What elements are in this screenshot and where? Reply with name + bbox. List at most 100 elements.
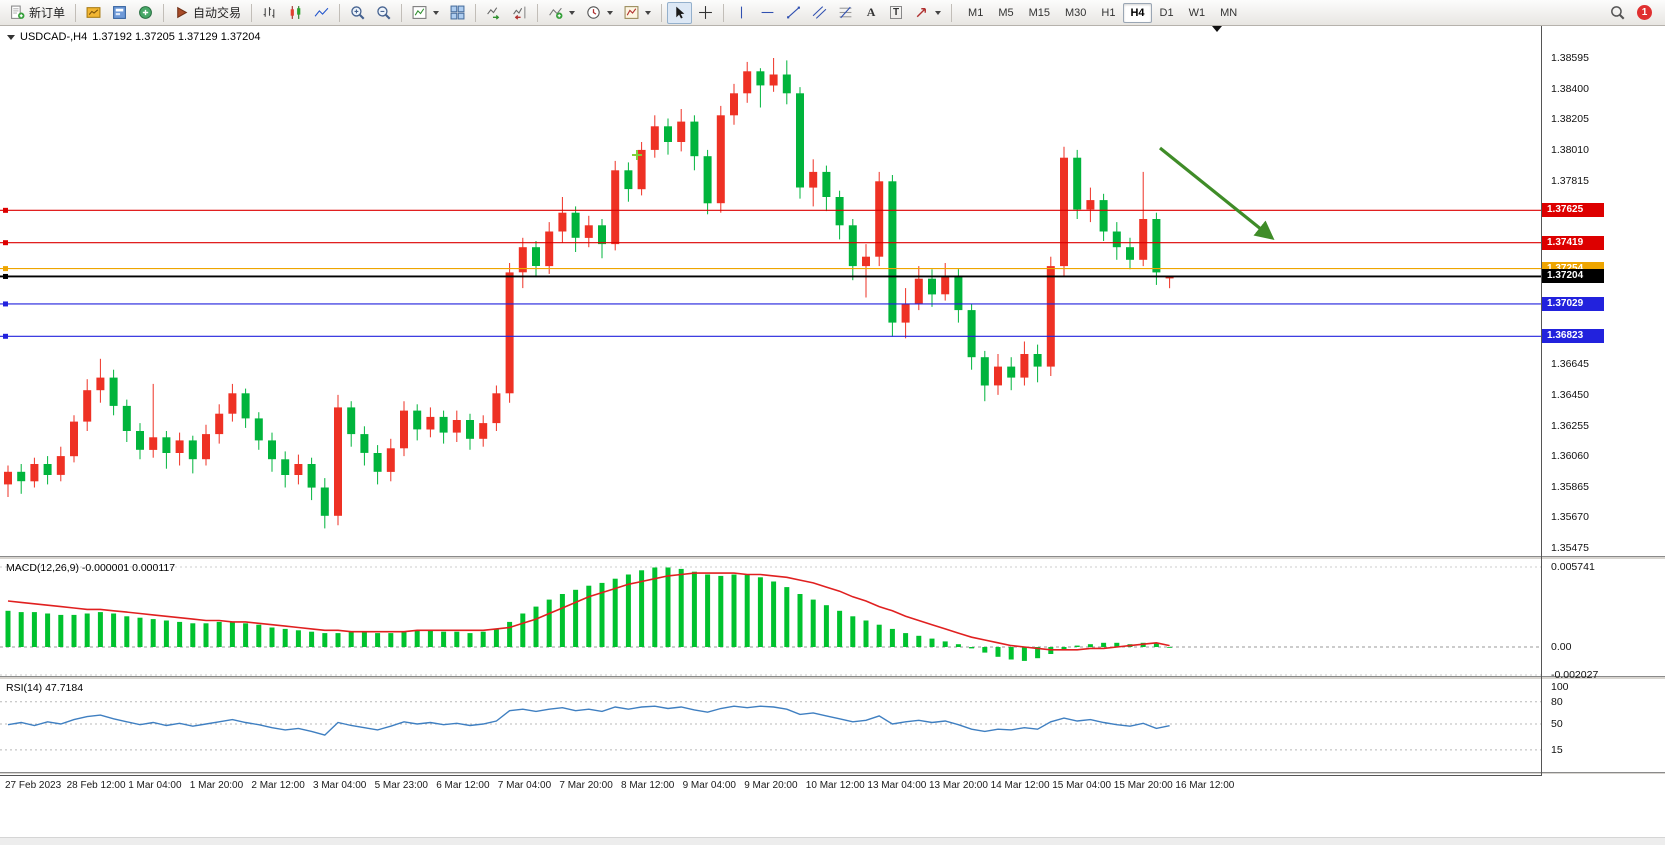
candle	[532, 247, 540, 266]
auto-scroll-button[interactable]	[481, 2, 506, 24]
candle	[862, 256, 870, 267]
candle	[43, 464, 52, 475]
zoom-in-button[interactable]	[345, 2, 370, 24]
candle	[703, 156, 712, 204]
fibonacci-tool-button[interactable]	[833, 2, 858, 24]
line-handle[interactable]	[3, 240, 8, 246]
new-order-icon	[11, 5, 25, 19]
channel-tool-button[interactable]	[807, 2, 832, 24]
candle	[294, 464, 303, 475]
macd-histogram-bar	[309, 631, 315, 647]
price-tick-label: 1.37815	[1551, 174, 1589, 187]
notification-badge[interactable]: 1	[1637, 5, 1652, 20]
periods-button[interactable]	[581, 2, 618, 24]
text-tool-button[interactable]: A	[859, 2, 883, 24]
macd-histogram-bar	[876, 624, 882, 647]
candle	[1073, 157, 1082, 210]
candle	[875, 181, 884, 257]
macd-histogram-bar	[269, 627, 275, 647]
candle	[545, 231, 554, 267]
candlestick-chart-icon	[290, 6, 301, 19]
navigator-button[interactable]	[107, 2, 132, 24]
line-chart-button[interactable]	[309, 2, 334, 24]
macd-panel[interactable]: MACD(12,26,9) -0.000001 0.000117	[0, 560, 1541, 676]
candle	[994, 366, 1002, 386]
timeframe-button-m15[interactable]: M15	[1022, 3, 1057, 23]
timeframe-button-m5[interactable]: M5	[991, 3, 1020, 23]
vertical-line-tool-button[interactable]	[729, 2, 754, 24]
auto-trading-button[interactable]: 自动交易	[169, 2, 246, 24]
trend-arrow-annotation[interactable]	[1158, 146, 1275, 241]
line-handle[interactable]	[3, 207, 8, 213]
new-chart-button[interactable]	[407, 2, 444, 24]
cursor-button[interactable]	[667, 1, 693, 24]
templates-button[interactable]	[619, 2, 656, 24]
time-tick-label: 15 Mar 04:00	[1052, 780, 1112, 791]
time-tick-label: 1 Mar 20:00	[189, 780, 244, 791]
macd-histogram-bar	[995, 647, 1001, 657]
timeframe-button-h4[interactable]: H4	[1123, 2, 1152, 23]
price-chart-panel[interactable]: USDCAD-,H4 1.37192 1.37205 1.37129 1.372…	[0, 26, 1541, 556]
hline-price-label-box: 1.37625	[1542, 203, 1604, 218]
timeframe-button-d1[interactable]: D1	[1153, 3, 1181, 23]
market-watch-button[interactable]	[81, 2, 106, 24]
search-button[interactable]	[1605, 2, 1630, 24]
candle	[637, 149, 646, 190]
indicators-button[interactable]	[543, 2, 580, 24]
macd-histogram-bar	[1061, 647, 1067, 650]
timeframe-button-m30[interactable]: M30	[1058, 3, 1093, 23]
macd-label: MACD(12,26,9) -0.000001 0.000117	[6, 562, 176, 574]
line-handle[interactable]	[3, 273, 8, 279]
macd-histogram-bar	[678, 568, 684, 647]
timeframe-button-h1[interactable]: H1	[1094, 3, 1122, 23]
time-tick-label: 28 Feb 12:00	[66, 780, 126, 791]
panel-divider[interactable]	[0, 556, 1665, 560]
search-icon	[1611, 6, 1625, 20]
new-order-button[interactable]: 新订单	[5, 2, 70, 24]
time-tick-label: 6 Mar 12:00	[436, 780, 490, 791]
panel-divider[interactable]	[0, 676, 1665, 680]
macd-histogram-bar	[863, 620, 869, 647]
symbol-label: USDCAD-,H4	[20, 31, 88, 43]
separator	[661, 3, 663, 22]
chart-shift-button[interactable]	[507, 2, 532, 24]
line-handle[interactable]	[3, 333, 8, 339]
time-axis[interactable]: 27 Feb 2023 28 Feb 12:00 1 Mar 04:00 1 Mar …	[0, 775, 1541, 795]
horizontal-line-icon	[761, 11, 774, 14]
text-label-tool-button[interactable]: T	[884, 2, 908, 24]
crosshair-button[interactable]	[693, 2, 718, 24]
line-handle[interactable]	[3, 301, 8, 307]
candle	[518, 247, 527, 273]
rsi-panel[interactable]: RSI(14) 47.7184	[0, 680, 1541, 772]
tile-windows-button[interactable]	[445, 2, 470, 24]
candle	[782, 74, 791, 94]
macd-histogram-bar	[427, 630, 433, 647]
timeframe-button-m1[interactable]: M1	[961, 3, 990, 23]
bar-chart-button[interactable]	[257, 2, 282, 24]
macd-histogram-bar	[797, 594, 803, 647]
candlestick-chart-button[interactable]	[283, 2, 308, 24]
line-handle[interactable]	[3, 266, 8, 272]
panel-divider[interactable]	[0, 772, 1665, 775]
macd-histogram-bar	[850, 616, 856, 647]
macd-histogram-bar	[1074, 645, 1080, 647]
candle	[1126, 247, 1134, 260]
separator	[951, 3, 953, 22]
trendline-tool-button[interactable]	[781, 2, 806, 24]
zoom-out-button[interactable]	[371, 2, 396, 24]
arrows-tool-button[interactable]	[909, 2, 946, 24]
horizontal-line-tool-button[interactable]	[755, 2, 780, 24]
price-axis[interactable]: 1.38595 1.38400 1.38205 1.38010 1.37815 1.376…	[1541, 26, 1665, 776]
time-tick-label: 16 Mar 12:00	[1175, 780, 1235, 791]
terminal-button[interactable]	[133, 2, 158, 24]
auto-scroll-icon	[487, 7, 500, 20]
macd-chart	[0, 566, 1541, 676]
collapse-triangle-icon[interactable]	[7, 34, 15, 40]
rsi-axis-label: 15	[1551, 743, 1563, 756]
timeframe-button-mn[interactable]: MN	[1213, 3, 1244, 23]
bottom-scrollbar[interactable]	[0, 837, 1665, 845]
macd-histogram-bar	[414, 630, 420, 647]
candle	[650, 126, 659, 150]
timeframe-button-w1[interactable]: W1	[1182, 3, 1213, 23]
time-tick-label: 8 Mar 12:00	[621, 780, 675, 791]
